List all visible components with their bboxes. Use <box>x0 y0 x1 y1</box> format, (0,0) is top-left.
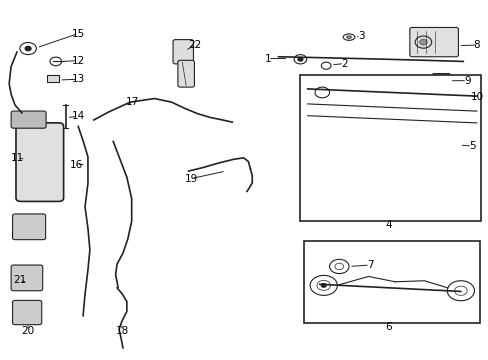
Text: 3: 3 <box>357 31 364 41</box>
Text: 2: 2 <box>340 59 347 68</box>
Circle shape <box>321 284 325 287</box>
Bar <box>300 75 480 221</box>
Text: 21: 21 <box>13 275 26 285</box>
Text: 7: 7 <box>366 260 372 270</box>
Circle shape <box>297 58 302 61</box>
Text: 12: 12 <box>71 56 84 66</box>
FancyBboxPatch shape <box>13 300 41 325</box>
Text: 16: 16 <box>70 160 83 170</box>
FancyBboxPatch shape <box>173 40 193 64</box>
Bar <box>303 242 479 323</box>
Bar <box>46 75 59 82</box>
Text: 14: 14 <box>71 111 84 121</box>
Ellipse shape <box>346 36 351 39</box>
Text: 10: 10 <box>469 92 483 102</box>
FancyBboxPatch shape <box>178 60 194 87</box>
FancyBboxPatch shape <box>11 265 42 291</box>
Circle shape <box>419 39 427 45</box>
Text: 4: 4 <box>385 220 391 230</box>
Text: 13: 13 <box>71 74 84 84</box>
Text: 1: 1 <box>264 54 271 64</box>
Text: 5: 5 <box>468 141 474 151</box>
Text: 9: 9 <box>463 76 469 86</box>
Text: 19: 19 <box>184 174 197 184</box>
Text: 22: 22 <box>188 40 201 50</box>
Text: 20: 20 <box>21 326 35 336</box>
Text: 6: 6 <box>385 322 391 332</box>
Text: 17: 17 <box>126 97 139 107</box>
Text: 18: 18 <box>115 326 128 336</box>
Text: 8: 8 <box>473 40 479 50</box>
Text: 11: 11 <box>10 153 23 163</box>
Circle shape <box>25 46 31 51</box>
FancyBboxPatch shape <box>432 73 449 85</box>
FancyBboxPatch shape <box>409 27 458 57</box>
FancyBboxPatch shape <box>13 214 45 240</box>
FancyBboxPatch shape <box>16 123 63 202</box>
Text: 15: 15 <box>71 28 84 39</box>
FancyBboxPatch shape <box>11 111 46 128</box>
